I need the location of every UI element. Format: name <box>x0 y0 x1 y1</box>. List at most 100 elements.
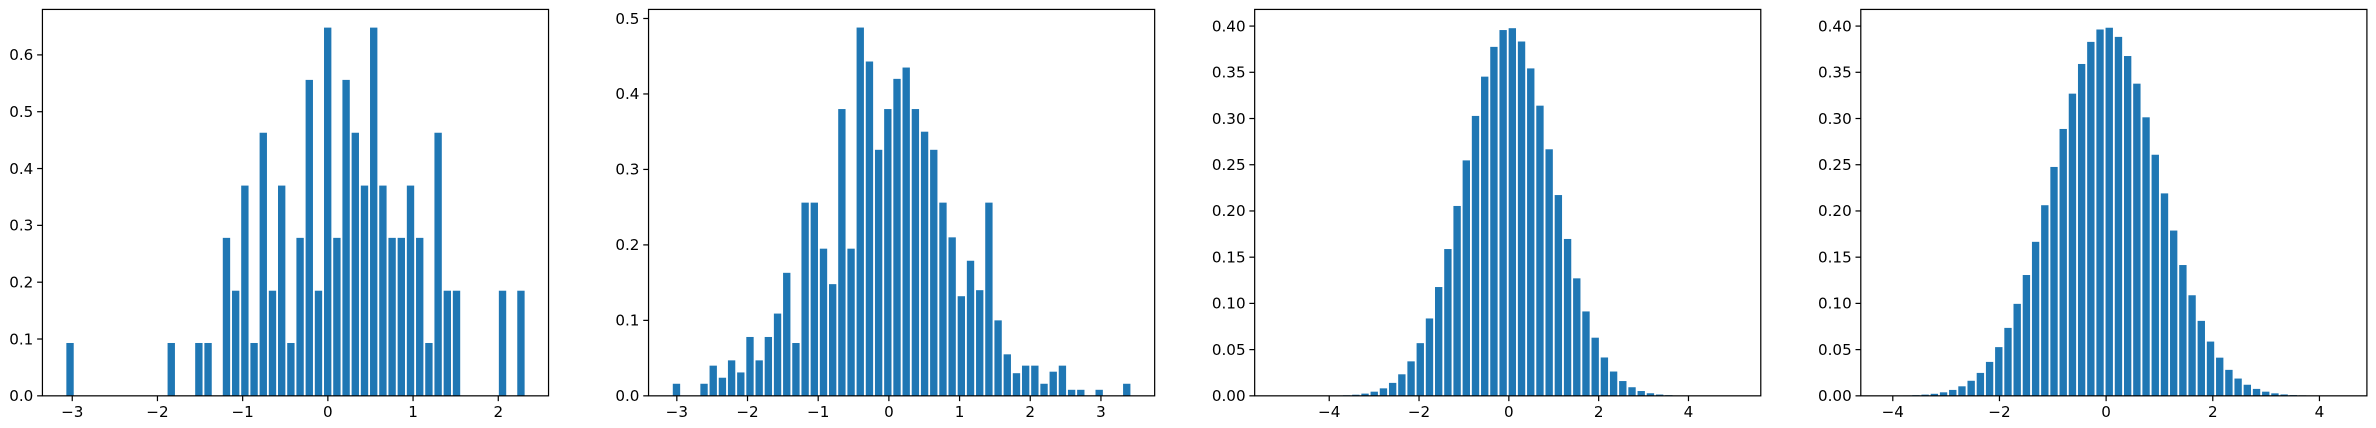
y-tick-label: 0.5 <box>9 103 33 121</box>
bar <box>718 377 727 396</box>
bar <box>2252 388 2261 396</box>
bar <box>1123 383 1131 396</box>
bar <box>1388 382 1397 396</box>
bar <box>1591 337 1599 396</box>
bar <box>1985 361 1994 396</box>
bar <box>2216 357 2224 396</box>
x-tick-label: −2 <box>1408 403 1430 421</box>
bar <box>709 365 717 396</box>
bar <box>1462 160 1470 396</box>
bar <box>250 342 258 396</box>
x-tick-label: −2 <box>146 403 168 421</box>
y-tick-label: 0.2 <box>615 236 639 254</box>
bar <box>1481 76 1489 396</box>
bar <box>2151 154 2159 396</box>
bar <box>2004 327 2012 396</box>
y-tick-label: 0.00 <box>1818 387 1852 405</box>
bar <box>204 342 212 396</box>
bar <box>222 237 231 396</box>
y-tick-label: 0.40 <box>1212 17 1246 35</box>
bar <box>195 342 203 396</box>
bar <box>2105 27 2113 396</box>
y-tick-label: 0.1 <box>615 312 639 330</box>
bar <box>2096 29 2104 396</box>
bar <box>829 284 837 396</box>
bar <box>948 237 956 396</box>
bar <box>259 132 267 396</box>
y-tick-label: 0.25 <box>1212 156 1246 174</box>
y-tick-label: 0.10 <box>1818 295 1852 313</box>
bar <box>2197 320 2205 396</box>
bar <box>1619 381 1627 396</box>
y-tick-label: 0.30 <box>1212 110 1246 128</box>
x-tick-label: −2 <box>1988 403 2010 421</box>
bar <box>773 313 782 396</box>
bar <box>865 61 874 396</box>
bar <box>1077 389 1085 396</box>
bar <box>2225 369 2233 396</box>
bar <box>2087 41 2095 396</box>
bar <box>2022 275 2031 396</box>
bar <box>1600 357 1609 396</box>
x-tick-label: 2 <box>493 403 503 421</box>
x-tick-label: −1 <box>231 403 253 421</box>
bar <box>1628 387 1636 396</box>
axes-frame <box>41 8 550 397</box>
bar <box>1527 68 1535 396</box>
y-tick-label: 0.20 <box>1818 202 1852 220</box>
x-tick-label: 3 <box>1096 403 1106 421</box>
bar <box>957 296 966 396</box>
bar <box>1646 393 1655 396</box>
bar <box>893 78 901 396</box>
bar <box>1499 30 1507 396</box>
bar <box>2013 303 2021 396</box>
bar <box>874 149 883 396</box>
bar <box>764 336 773 396</box>
bar <box>1930 393 1939 396</box>
bar <box>517 290 525 396</box>
x-tick-label: 1 <box>955 403 965 421</box>
y-tick-label: 0.00 <box>1212 387 1246 405</box>
bar <box>2206 341 2215 396</box>
bar <box>1416 343 1424 396</box>
bar <box>902 67 910 396</box>
bar <box>985 202 993 396</box>
bar <box>1058 365 1067 396</box>
y-tick-label: 0.25 <box>1818 156 1852 174</box>
bar <box>792 343 800 396</box>
x-tick-label: −3 <box>61 403 83 421</box>
bar <box>1563 238 1572 396</box>
y-tick-label: 0.6 <box>9 46 33 64</box>
bar <box>1067 389 1076 396</box>
bar <box>2179 265 2187 396</box>
bar <box>1545 149 1553 396</box>
bar <box>2280 394 2288 396</box>
bar <box>2234 378 2242 396</box>
bar <box>1949 389 1957 396</box>
y-tick-label: 0.4 <box>615 85 639 103</box>
bar <box>976 290 984 396</box>
bar <box>1490 46 1498 396</box>
bar <box>1040 383 1048 396</box>
bar <box>755 360 763 396</box>
y-tick-label: 0.2 <box>9 273 33 291</box>
axes-frame <box>1860 8 2368 397</box>
bar <box>1554 195 1563 396</box>
bar <box>911 109 920 396</box>
bar <box>379 185 387 396</box>
bar <box>1012 373 1021 396</box>
bar <box>1398 374 1406 396</box>
bar <box>1049 371 1057 396</box>
x-tick-label: 2 <box>2208 403 2218 421</box>
bar <box>783 272 791 396</box>
bar <box>1958 386 1966 396</box>
bar <box>452 290 461 396</box>
bar <box>1379 388 1388 396</box>
bar <box>351 132 359 396</box>
bar <box>388 237 396 396</box>
bar <box>1637 391 1645 396</box>
bar <box>2041 205 2049 396</box>
bar <box>305 79 313 396</box>
y-tick-label: 0.05 <box>1818 341 1852 359</box>
x-tick-label: 2 <box>1594 403 1604 421</box>
